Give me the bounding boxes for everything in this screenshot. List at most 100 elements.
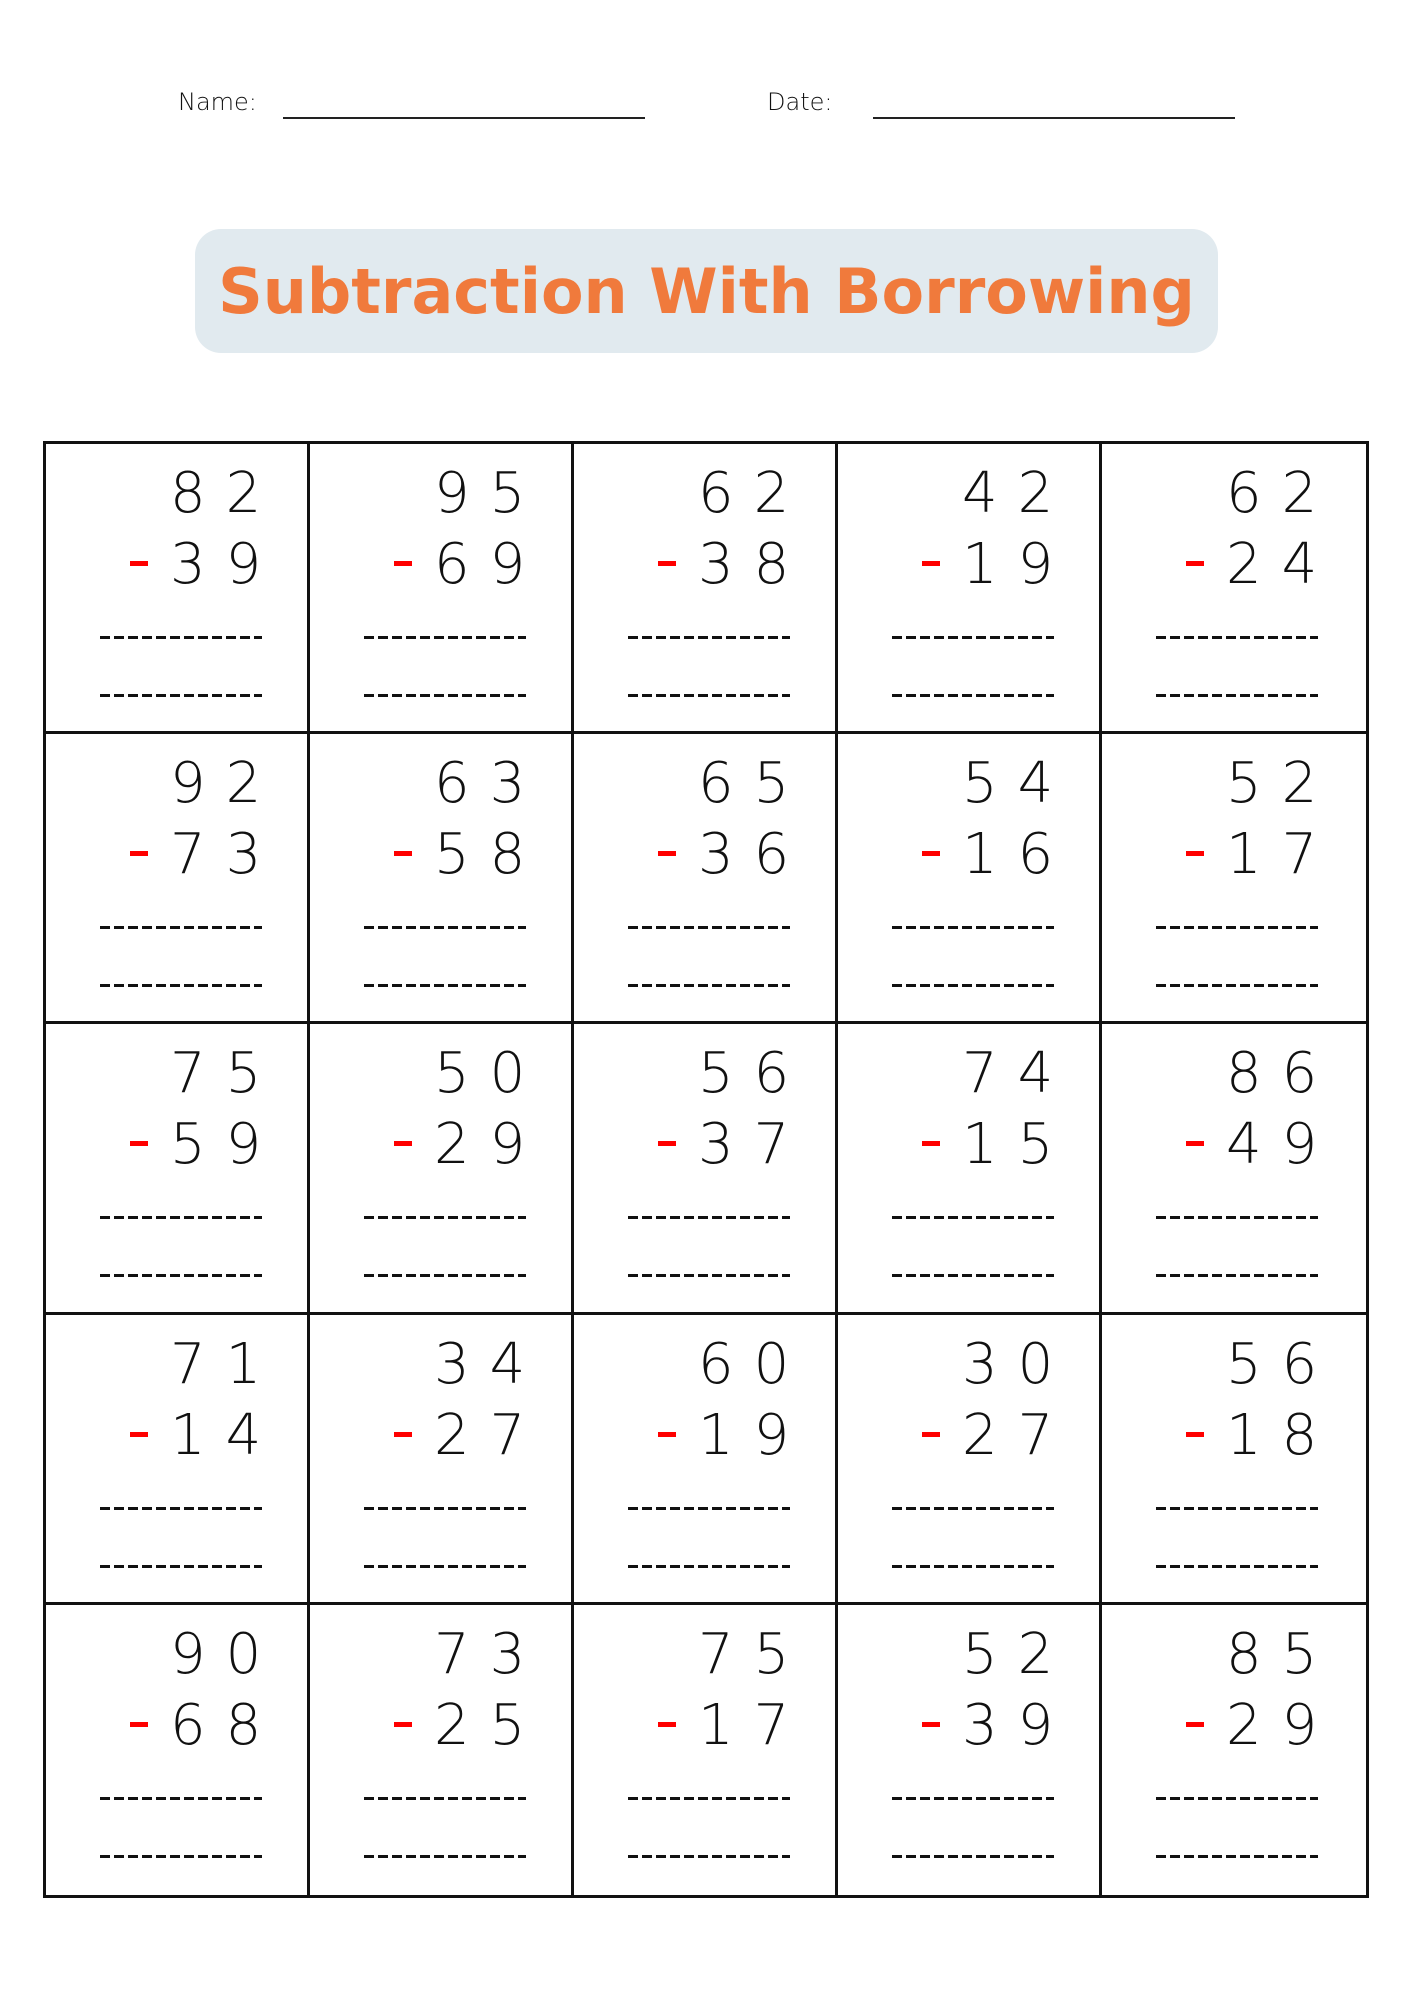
answer-line[interactable] bbox=[100, 1216, 262, 1220]
minuend: 50 bbox=[434, 1041, 546, 1107]
answer-line[interactable] bbox=[892, 1854, 1054, 1858]
answer-line[interactable] bbox=[100, 1274, 262, 1278]
subtrahend: 17 bbox=[1226, 822, 1338, 888]
answer-line[interactable] bbox=[100, 984, 262, 988]
minus-sign bbox=[658, 1431, 676, 1437]
subtrahend: 14 bbox=[170, 1402, 282, 1468]
answer-line[interactable] bbox=[1156, 926, 1318, 930]
answer-line[interactable] bbox=[100, 694, 262, 697]
problem-cell: 74 15 bbox=[838, 1024, 1102, 1315]
answer-line[interactable] bbox=[364, 636, 526, 639]
answer-line[interactable] bbox=[364, 1796, 526, 1800]
minuend: 63 bbox=[434, 751, 546, 817]
answer-line[interactable] bbox=[364, 1216, 526, 1220]
answer-line[interactable] bbox=[628, 1564, 790, 1568]
minus-sign bbox=[130, 1141, 148, 1147]
answer-line[interactable] bbox=[364, 1854, 526, 1858]
subtrahend: 69 bbox=[434, 532, 546, 597]
answer-line[interactable] bbox=[1156, 636, 1318, 639]
minuend: 30 bbox=[962, 1331, 1074, 1397]
answer-line[interactable] bbox=[1156, 694, 1318, 697]
minus-sign bbox=[658, 1141, 676, 1147]
answer-line[interactable] bbox=[1156, 1854, 1318, 1858]
subtrahend: 18 bbox=[1226, 1402, 1338, 1468]
answer-line[interactable] bbox=[628, 694, 790, 697]
answer-line[interactable] bbox=[892, 1796, 1054, 1800]
answer-line[interactable] bbox=[892, 926, 1054, 930]
answer-line[interactable] bbox=[892, 1216, 1054, 1220]
answer-line[interactable] bbox=[892, 694, 1054, 697]
answer-line[interactable] bbox=[628, 926, 790, 930]
problem-cell: 95 69 bbox=[310, 444, 574, 735]
answer-line[interactable] bbox=[892, 1564, 1054, 1568]
answer-line[interactable] bbox=[892, 1506, 1054, 1510]
answer-line[interactable] bbox=[892, 1274, 1054, 1278]
subtrahend: 59 bbox=[170, 1112, 282, 1178]
subtrahend: 15 bbox=[962, 1112, 1074, 1178]
answer-line[interactable] bbox=[1156, 984, 1318, 988]
minuend: 75 bbox=[698, 1621, 810, 1687]
problem-cell: 60 19 bbox=[574, 1314, 838, 1605]
answer-line[interactable] bbox=[364, 1506, 526, 1510]
answer-line[interactable] bbox=[1156, 1796, 1318, 1800]
minus-sign bbox=[922, 851, 940, 857]
answer-line[interactable] bbox=[364, 1274, 526, 1278]
answer-line[interactable] bbox=[1156, 1216, 1318, 1220]
subtrahend: 36 bbox=[698, 822, 810, 888]
answer-line[interactable] bbox=[1156, 1274, 1318, 1278]
answer-line[interactable] bbox=[628, 636, 790, 639]
minus-sign bbox=[394, 561, 412, 566]
answer-line[interactable] bbox=[100, 1854, 262, 1858]
answer-line[interactable] bbox=[892, 984, 1054, 988]
minus-sign bbox=[922, 1141, 940, 1147]
answer-line[interactable] bbox=[100, 1796, 262, 1800]
minus-sign bbox=[394, 1721, 412, 1727]
problem-cell: 73 25 bbox=[310, 1604, 574, 1895]
subtrahend: 19 bbox=[962, 532, 1074, 597]
answer-line[interactable] bbox=[628, 984, 790, 988]
minuend: 56 bbox=[1226, 1331, 1338, 1397]
problem-cell: 54 16 bbox=[838, 734, 1102, 1025]
problem-cell: 42 19 bbox=[838, 444, 1102, 735]
answer-line[interactable] bbox=[628, 1216, 790, 1220]
minuend: 85 bbox=[1226, 1621, 1338, 1687]
problem-cell: 75 17 bbox=[574, 1604, 838, 1895]
minus-sign bbox=[1186, 1431, 1204, 1437]
minuend: 82 bbox=[170, 461, 282, 526]
answer-line[interactable] bbox=[628, 1274, 790, 1278]
answer-line[interactable] bbox=[628, 1796, 790, 1800]
answer-line[interactable] bbox=[364, 694, 526, 697]
answer-line[interactable] bbox=[364, 926, 526, 930]
minus-sign bbox=[658, 561, 676, 566]
minus-sign bbox=[1186, 851, 1204, 857]
minuend: 75 bbox=[170, 1041, 282, 1107]
minuend: 74 bbox=[962, 1041, 1074, 1107]
problem-cell: 56 37 bbox=[574, 1024, 838, 1315]
subtrahend: 19 bbox=[698, 1402, 810, 1468]
minuend: 42 bbox=[962, 461, 1074, 526]
answer-line[interactable] bbox=[100, 636, 262, 639]
answer-line[interactable] bbox=[100, 926, 262, 930]
minuend: 52 bbox=[1226, 751, 1338, 817]
answer-line[interactable] bbox=[100, 1564, 262, 1568]
answer-line[interactable] bbox=[100, 1506, 262, 1510]
answer-line[interactable] bbox=[628, 1854, 790, 1858]
problem-cell: 62 24 bbox=[1102, 444, 1366, 735]
date-field[interactable] bbox=[873, 117, 1235, 119]
answer-line[interactable] bbox=[364, 984, 526, 988]
problem-cell: 90 68 bbox=[46, 1604, 310, 1895]
answer-line[interactable] bbox=[892, 636, 1054, 639]
answer-line[interactable] bbox=[364, 1564, 526, 1568]
problem-cell: 85 29 bbox=[1102, 1605, 1366, 1895]
name-label: Name: bbox=[178, 88, 257, 116]
name-field[interactable] bbox=[283, 117, 645, 119]
subtrahend: 27 bbox=[962, 1402, 1074, 1468]
minus-sign bbox=[394, 1431, 412, 1437]
minuend: 34 bbox=[434, 1331, 546, 1397]
answer-line[interactable] bbox=[1156, 1506, 1318, 1510]
answer-line[interactable] bbox=[1156, 1564, 1318, 1568]
answer-line[interactable] bbox=[628, 1506, 790, 1510]
minus-sign bbox=[922, 561, 940, 566]
minuend: 95 bbox=[434, 461, 546, 526]
page-title: Subtraction With Borrowing bbox=[218, 254, 1195, 328]
